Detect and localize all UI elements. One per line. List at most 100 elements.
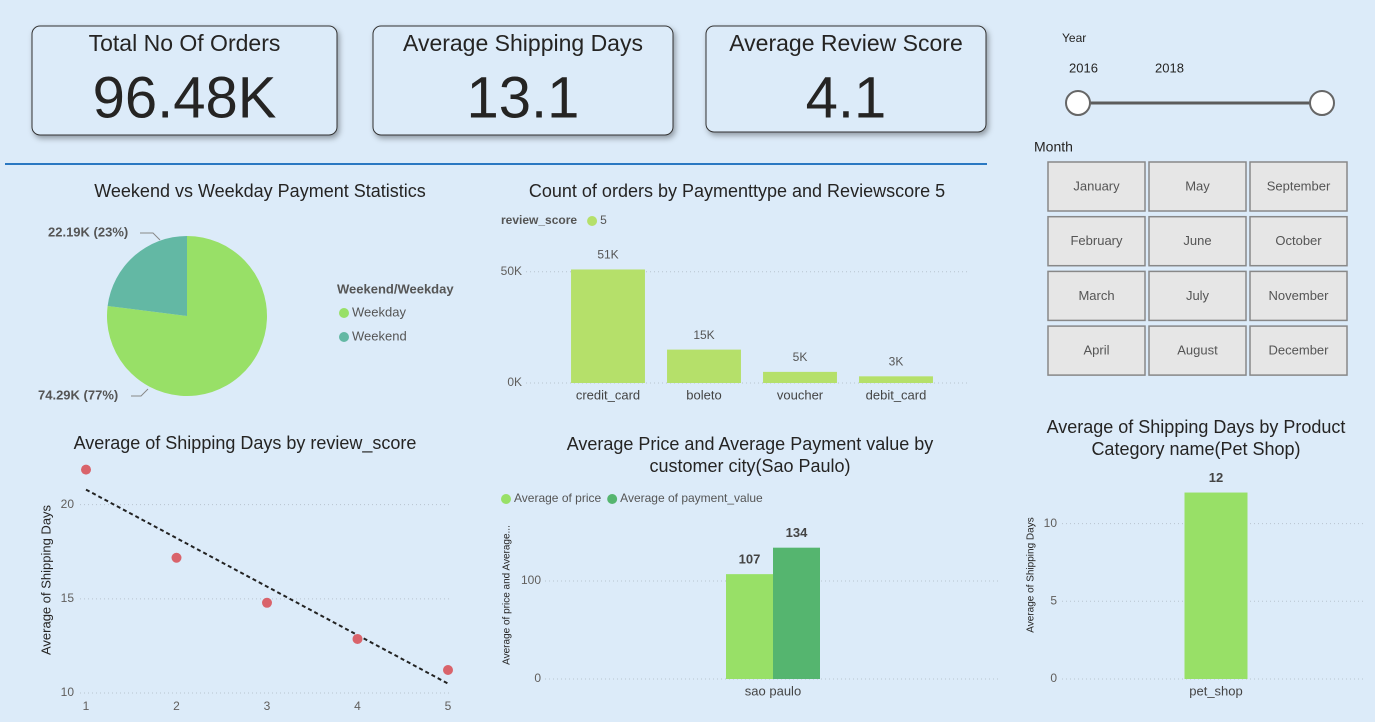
month-label[interactable]: October [1275, 233, 1322, 248]
kpi-value: 13.1 [467, 65, 580, 130]
month-label[interactable]: July [1186, 288, 1210, 303]
chart-title: Average of Shipping Days by review_score [73, 433, 417, 453]
month-label[interactable]: February [1070, 233, 1123, 248]
y-tick-label: 20 [61, 497, 75, 511]
y-tick-label: 15 [61, 591, 75, 605]
bar [726, 574, 773, 679]
data-label: 51K [597, 248, 618, 262]
x-tick-label: sao paulo [745, 683, 801, 698]
kpi-card [31, 25, 338, 136]
month-button[interactable] [1148, 215, 1247, 267]
bar [859, 376, 933, 383]
legend-marker [501, 494, 511, 504]
year-end: 2018 [1155, 60, 1184, 75]
month-button[interactable] [1249, 161, 1348, 212]
month-label[interactable]: March [1078, 288, 1114, 303]
x-tick-label: pet_shop [1189, 683, 1243, 698]
data-label: 74.29K (77%) [38, 387, 118, 402]
bar [667, 349, 741, 383]
month-button[interactable] [1249, 215, 1348, 267]
month-button[interactable] [1148, 325, 1247, 376]
y-tick-label: 100 [521, 573, 541, 587]
chart-title: Average of Shipping Days by Product Cate… [1046, 417, 1346, 459]
year-start: 2016 [1069, 60, 1098, 75]
leader-line [140, 232, 161, 241]
legend-label: Average of payment_value [620, 491, 763, 505]
data-label: 3K [889, 354, 904, 368]
y-tick-label: 0 [1050, 671, 1057, 685]
y-axis-label: Average of price and Average... [502, 525, 513, 665]
kpi-value: 96.48K [93, 65, 277, 130]
legend-marker [339, 308, 349, 318]
chart-title: Average Price and Average Payment value … [566, 434, 934, 476]
x-tick-label: 5 [445, 699, 452, 713]
data-label: 15K [693, 328, 714, 342]
point [262, 597, 272, 608]
month-label[interactable]: September [1267, 178, 1331, 193]
leader-line [131, 388, 149, 397]
x-tick-label: 3 [264, 699, 271, 713]
bar [763, 371, 837, 383]
point [171, 552, 182, 563]
kpi-card [372, 25, 674, 136]
data-label: 5K [793, 350, 808, 364]
month-button[interactable] [1249, 325, 1348, 376]
data-label: 22.19K (23%) [48, 224, 128, 239]
month-label[interactable]: May [1185, 178, 1210, 193]
legend-marker [587, 216, 598, 226]
bar [1184, 492, 1248, 679]
month-label[interactable]: August [1177, 343, 1218, 358]
year-handle[interactable] [1309, 90, 1335, 116]
month-button[interactable] [1047, 270, 1146, 322]
legend-title: Weekend/Weekday [337, 281, 454, 296]
month-button[interactable] [1148, 270, 1247, 322]
month-label[interactable]: December [1269, 343, 1330, 358]
point [81, 464, 91, 475]
month-button[interactable] [1249, 270, 1348, 322]
x-tick-label: 2 [173, 699, 180, 713]
point [352, 633, 363, 644]
kpi-label: Average Shipping Days [403, 30, 643, 56]
x-tick-label: credit_card [576, 387, 640, 402]
kpi-value: 4.1 [806, 65, 887, 130]
legend-label: Weekday [352, 304, 406, 319]
chart-title: Count of orders by Paymenttype and Revie… [528, 181, 946, 201]
x-tick-label: voucher [777, 387, 824, 402]
month-label[interactable]: April [1083, 343, 1109, 358]
kpi-card [705, 25, 987, 133]
x-tick-label: 4 [354, 699, 361, 713]
y-tick-label: 0 [534, 671, 541, 685]
month-button[interactable] [1047, 325, 1146, 376]
bar [773, 547, 820, 679]
month-label[interactable]: June [1183, 233, 1211, 248]
trend-line [85, 488, 449, 685]
month-button[interactable] [1148, 161, 1247, 212]
kpi-label: Total No Of Orders [89, 30, 281, 56]
data-label: 107 [739, 552, 761, 567]
month-label[interactable]: November [1269, 288, 1330, 303]
legend-marker [339, 332, 349, 342]
year-title: Year [1062, 31, 1086, 45]
y-tick-label: 10 [1044, 516, 1058, 530]
month-title: Month [1034, 139, 1073, 155]
y-tick-label: 5 [1050, 593, 1057, 607]
bar [571, 269, 645, 383]
month-button[interactable] [1047, 215, 1146, 267]
month-button[interactable] [1047, 161, 1146, 212]
x-tick-label: debit_card [866, 387, 927, 402]
y-axis-label: Average of Shipping Days [38, 504, 53, 655]
legend-title: review_score [501, 213, 577, 227]
y-tick-label: 10 [61, 685, 75, 699]
year-handle[interactable] [1065, 90, 1091, 116]
kpi-label: Average Review Score [729, 30, 963, 56]
legend-label: Weekend [352, 328, 407, 343]
data-label: 134 [786, 525, 808, 540]
y-tick-label: 50K [501, 264, 522, 278]
legend-marker [607, 494, 618, 504]
chart-title: Weekend vs Weekday Payment Statistics [94, 181, 426, 201]
x-tick-label: 1 [83, 699, 90, 713]
month-label[interactable]: January [1073, 178, 1120, 193]
y-axis-label: Average of Shipping Days [1026, 517, 1037, 632]
legend-label: Average of price [514, 491, 601, 505]
